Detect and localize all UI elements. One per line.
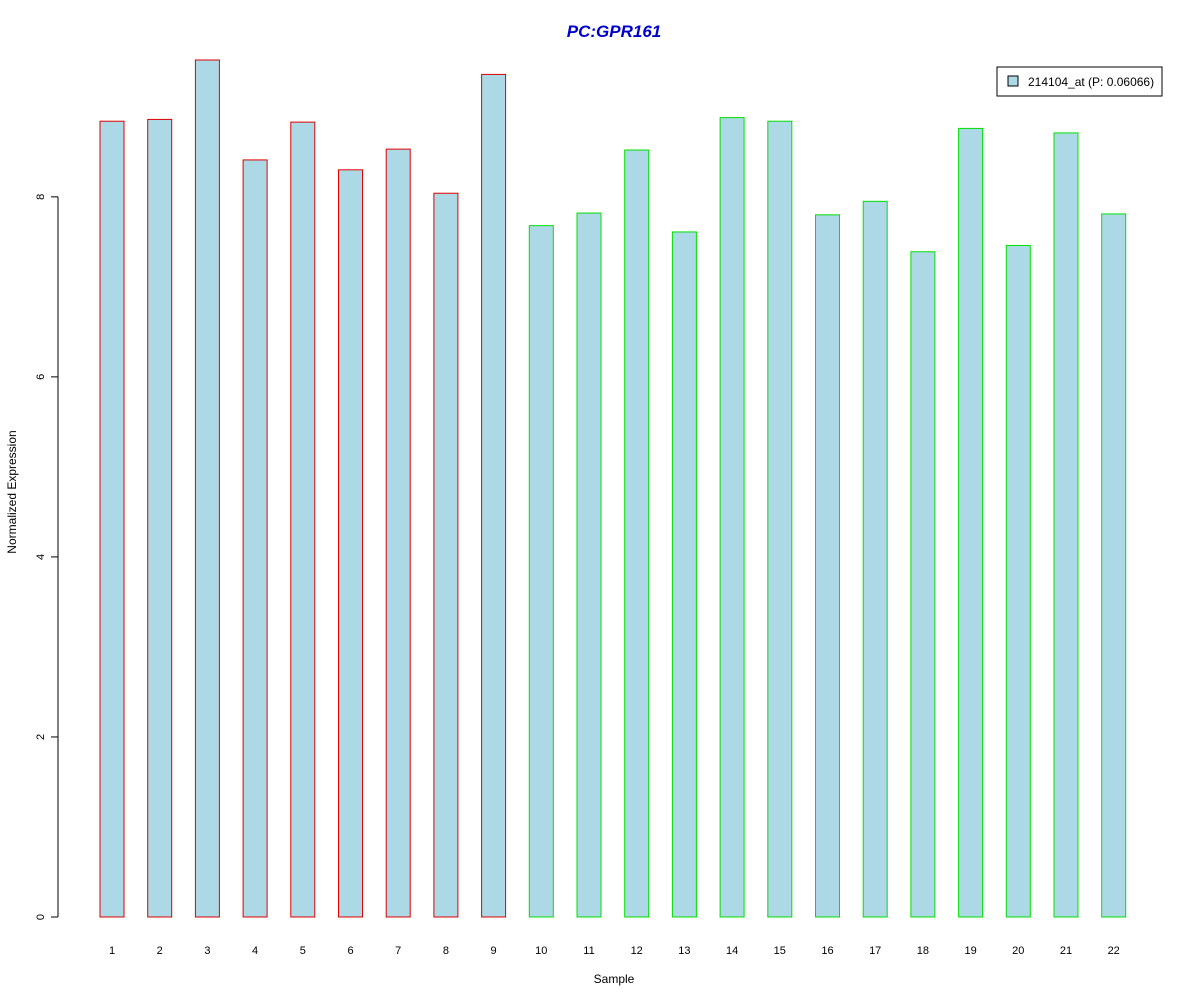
x-axis-tick-label: 7: [395, 945, 401, 957]
x-axis-tick-label: 12: [631, 945, 643, 957]
bar-sample-1: [99, 120, 125, 918]
y-axis-tick-label: 0: [35, 914, 47, 920]
x-axis-tick-label: 19: [964, 945, 976, 957]
x-axis-tick-label: 5: [300, 945, 306, 957]
y-axis-tick-label: 2: [35, 734, 47, 740]
bar-sample-3: [194, 59, 220, 918]
legend-series-label: 214104_at (P: 0.06066): [1028, 75, 1154, 89]
x-axis-tick-label: 11: [583, 945, 594, 957]
bar-sample-18: [910, 251, 936, 918]
bar-sample-22: [1101, 213, 1127, 918]
bar-sample-12: [624, 149, 650, 918]
x-axis-label: Sample: [594, 972, 635, 986]
x-axis-tick-label: 4: [252, 945, 258, 957]
x-axis-tick-label: 8: [443, 945, 449, 957]
bars: [99, 59, 1127, 918]
x-axis-tick-label: 18: [917, 945, 929, 957]
x-axis-tick-label: 14: [726, 945, 738, 957]
bar-sample-2: [147, 118, 173, 918]
bar-sample-6: [338, 169, 363, 918]
bar-sample-21: [1053, 132, 1079, 918]
x-axis-tick-label: 20: [1012, 945, 1024, 957]
legend: 214104_at (P: 0.06066): [996, 66, 1163, 97]
bar-sample-15: [767, 120, 793, 918]
x-axis-tick-label: 21: [1060, 945, 1072, 957]
x-axis-tick-label: 13: [678, 945, 690, 957]
chart-title: PC:GPR161: [567, 22, 661, 41]
y-axis-tick-label: 4: [35, 554, 47, 560]
bar-sample-14: [719, 117, 745, 918]
bar-sample-7: [385, 148, 411, 918]
bar-sample-11: [576, 212, 602, 918]
x-axis-tick-label: 2: [157, 945, 163, 957]
bar-sample-10: [528, 225, 554, 918]
bar-sample-19: [958, 127, 984, 918]
x-axis-tick-label: 9: [491, 945, 497, 957]
x-axis-tick-label: 22: [1108, 945, 1120, 957]
x-axis-tick-label: 16: [821, 945, 833, 957]
bar-sample-16: [815, 214, 840, 918]
bar-sample-20: [1005, 244, 1031, 918]
y-axis-tick-label: 8: [35, 194, 47, 200]
bar-sample-5: [290, 121, 316, 918]
x-axis-tick-label: 17: [869, 945, 881, 957]
y-axis: 0 2 4 6 8: [35, 194, 59, 920]
bar-sample-9: [481, 73, 507, 918]
legend-swatch: [1007, 75, 1019, 87]
x-axis-tick-label: 10: [535, 945, 547, 957]
legend-box: [996, 66, 1163, 97]
x-axis-tick-label: 3: [204, 945, 210, 957]
y-axis-tick-label: 6: [35, 374, 47, 380]
bar-sample-13: [671, 231, 697, 918]
x-axis-tick-label: 6: [347, 945, 353, 957]
x-axis-tick-label: 1: [109, 945, 115, 957]
y-axis-label: Normalized Expression: [5, 430, 19, 553]
x-axis-tick-label: 15: [774, 945, 786, 957]
bar-sample-17: [862, 200, 888, 918]
bar-sample-8: [433, 192, 459, 918]
x-axis-tick-labels: 1 2 3 4 5 6 7 8 9 10 11 12 13 14 15 16 17 18 19 20 21 22: [109, 945, 1120, 957]
bar-sample-4: [242, 159, 268, 918]
